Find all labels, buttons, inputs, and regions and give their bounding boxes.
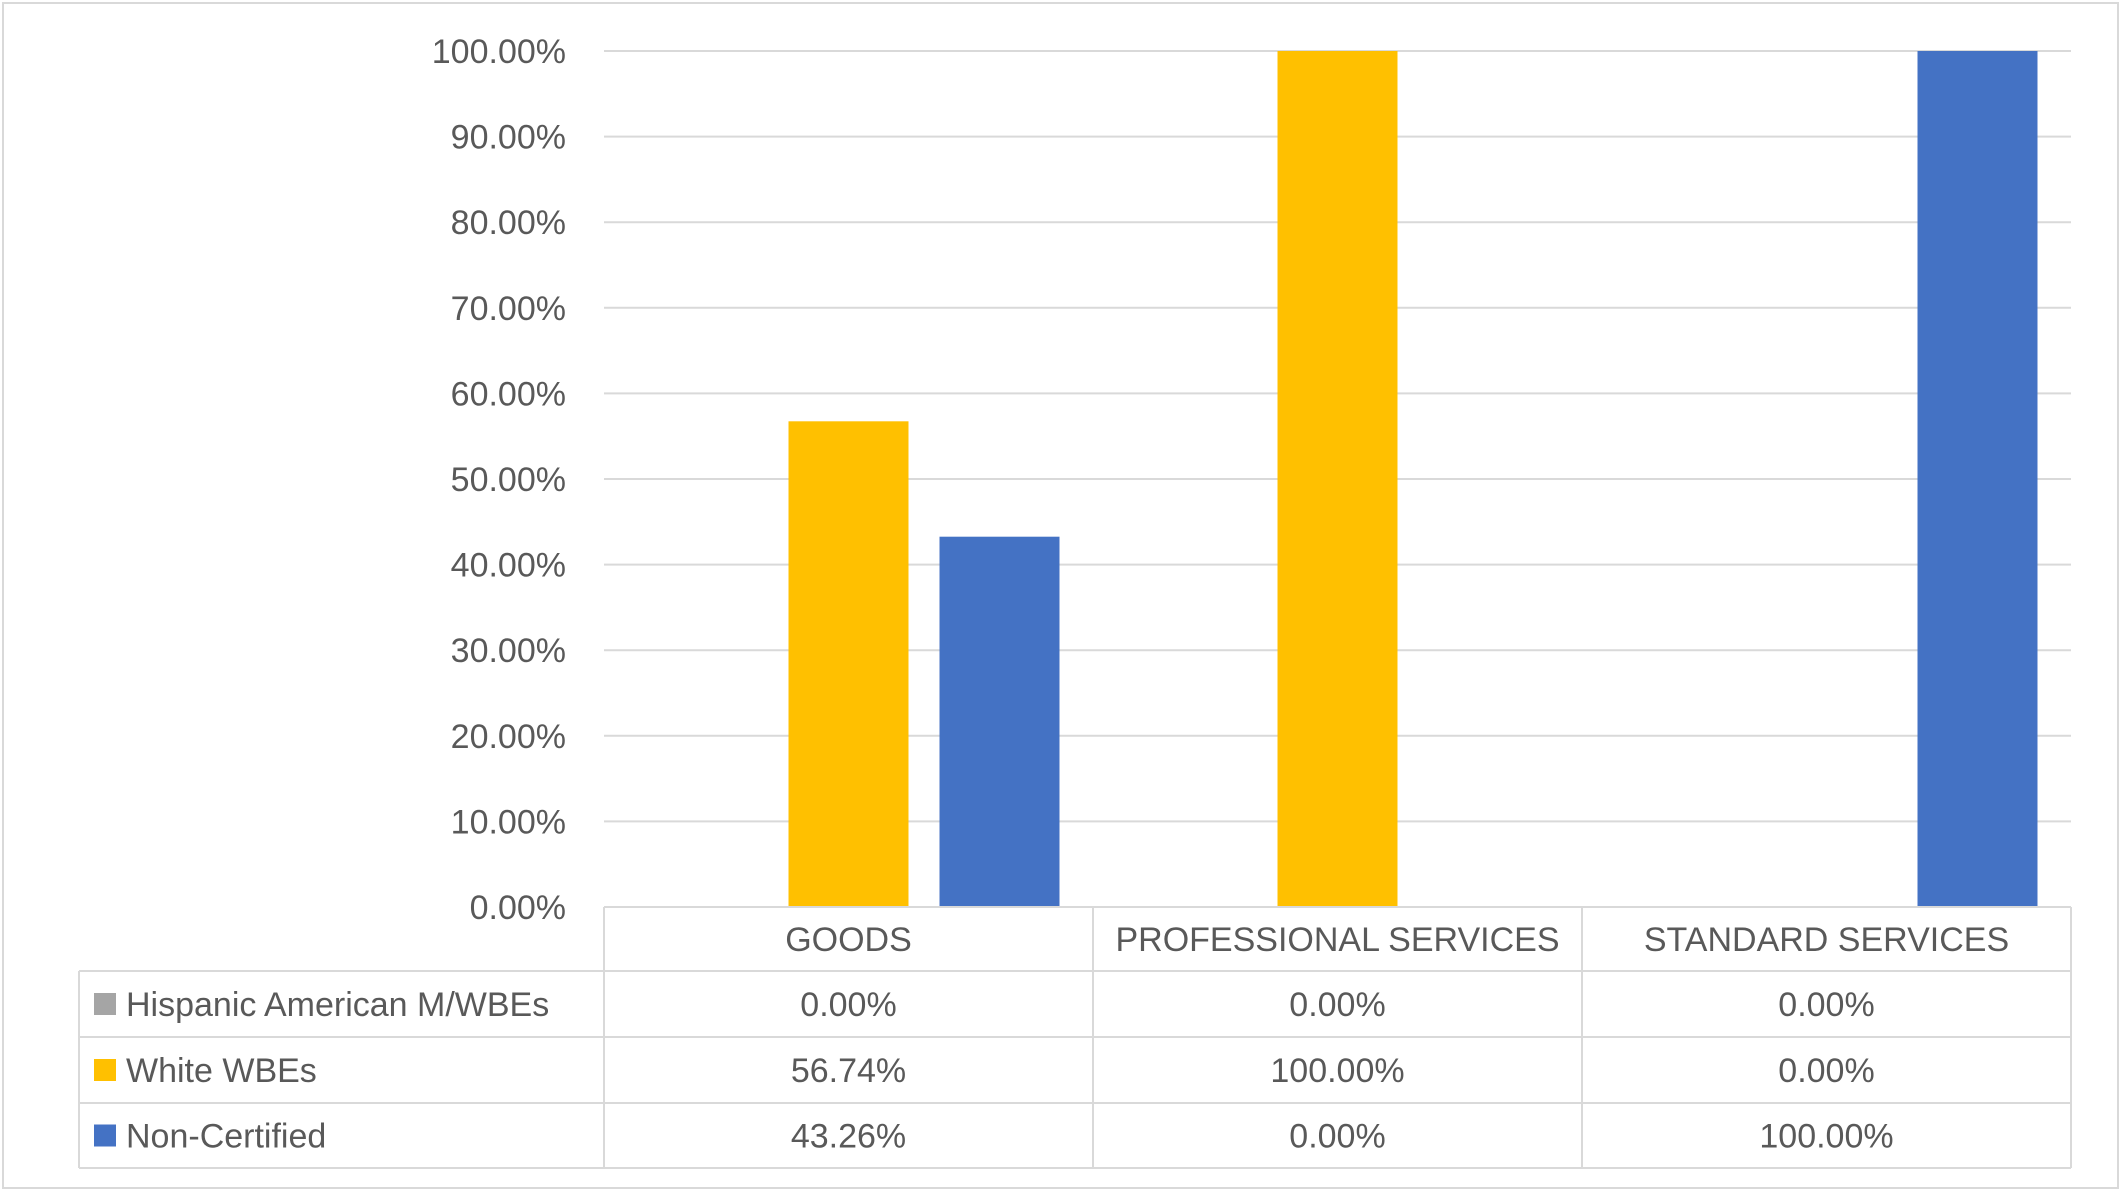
y-tick-label: 30.00%	[451, 632, 566, 670]
data-label: 100.00%	[1270, 1052, 1404, 1090]
y-tick-label: 80.00%	[451, 204, 566, 242]
x-category-label: STANDARD SERVICES	[1644, 921, 2009, 959]
legend-entry: White WBEs	[126, 1052, 317, 1090]
legend-key	[94, 1124, 116, 1147]
bar-white-wbes-goods	[788, 421, 909, 907]
legend-key	[94, 993, 116, 1015]
x-category-label: GOODS	[785, 921, 912, 959]
y-axis-ticks: 0.00% 10.00% 20.00% 30.00% 40.00% 50.00% 60.00…	[432, 33, 566, 927]
y-tick-label: 10.00%	[451, 803, 566, 841]
y-tick-label: 70.00%	[451, 290, 566, 328]
bar-non-certified-goods	[939, 536, 1060, 907]
y-tick-label: 0.00%	[470, 889, 566, 927]
y-tick-label: 20.00%	[451, 718, 566, 756]
y-tick-label: 90.00%	[451, 119, 566, 157]
y-tick-label: 60.00%	[451, 375, 566, 413]
data-table: GOODS PROFESSIONAL SERVICES STANDARD SERVI…	[78, 906, 2072, 1169]
legend-key	[94, 1059, 116, 1081]
data-label: 0.00%	[1778, 986, 1874, 1024]
bar-white-wbes-professional-services	[1277, 51, 1398, 907]
data-label: 43.26%	[791, 1118, 906, 1156]
data-label: 0.00%	[1778, 1052, 1874, 1090]
data-label: 0.00%	[1289, 986, 1385, 1024]
legend-entry: Hispanic American M/WBEs	[126, 986, 549, 1024]
bar-non-certified-standard-services	[1917, 51, 2038, 907]
data-label: 100.00%	[1759, 1118, 1893, 1156]
y-tick-label: 40.00%	[451, 547, 566, 585]
y-tick-label: 100.00%	[432, 33, 566, 71]
bars	[788, 51, 2038, 907]
data-label: 56.74%	[791, 1052, 906, 1090]
legend-entry: Non-Certified	[126, 1118, 326, 1156]
x-category-label: PROFESSIONAL SERVICES	[1115, 921, 1559, 959]
data-label: 0.00%	[800, 986, 896, 1024]
data-label: 0.00%	[1289, 1118, 1385, 1156]
y-tick-label: 50.00%	[451, 461, 566, 499]
